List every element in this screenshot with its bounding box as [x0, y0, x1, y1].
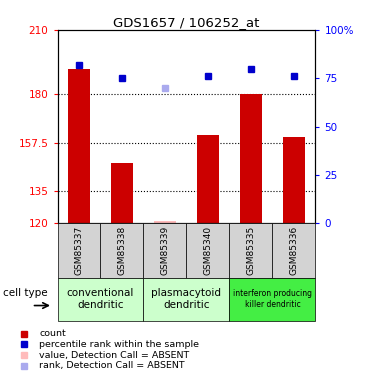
Bar	[68, 69, 90, 223]
Text: rank, Detection Call = ABSENT: rank, Detection Call = ABSENT	[39, 362, 185, 370]
Text: GSM85340: GSM85340	[203, 226, 213, 275]
Text: percentile rank within the sample: percentile rank within the sample	[39, 340, 199, 349]
Bar	[229, 278, 315, 321]
Text: GSM85335: GSM85335	[246, 226, 255, 275]
Bar	[144, 223, 186, 278]
Bar	[101, 223, 144, 278]
Bar	[197, 135, 219, 223]
Text: conventional
dendritic: conventional dendritic	[67, 288, 134, 310]
Text: interferon producing
killer dendritic: interferon producing killer dendritic	[233, 290, 312, 309]
Text: plasmacytoid
dendritic: plasmacytoid dendritic	[151, 288, 221, 310]
Bar	[187, 223, 229, 278]
Bar	[229, 223, 272, 278]
Text: GSM85339: GSM85339	[160, 226, 170, 275]
Title: GDS1657 / 106252_at: GDS1657 / 106252_at	[113, 16, 260, 29]
Text: value, Detection Call = ABSENT: value, Detection Call = ABSENT	[39, 351, 190, 360]
Bar	[58, 278, 144, 321]
Bar	[240, 94, 262, 223]
Bar	[144, 278, 229, 321]
Text: GSM85337: GSM85337	[75, 226, 83, 275]
Text: GSM85338: GSM85338	[118, 226, 127, 275]
Bar	[272, 223, 315, 278]
Bar	[154, 221, 176, 223]
Text: GSM85336: GSM85336	[289, 226, 298, 275]
Bar	[111, 163, 133, 223]
Bar	[58, 223, 101, 278]
Text: cell type: cell type	[3, 288, 47, 298]
Bar	[283, 137, 305, 223]
Text: count: count	[39, 329, 66, 338]
